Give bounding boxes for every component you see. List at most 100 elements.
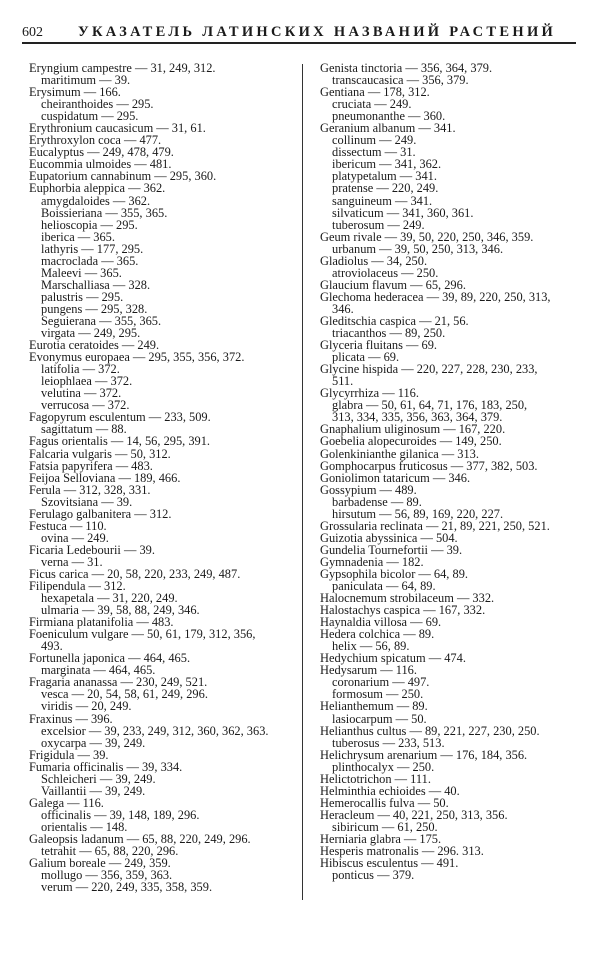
index-entry: Hedera colchica — 89.	[320, 627, 435, 642]
index-entry: Glaucium flavum — 65, 296.	[320, 277, 466, 292]
index-subentry: cheiranthoides — 295.	[41, 97, 154, 112]
index-subentry: ibericum — 341, 362.	[332, 157, 442, 172]
index-entry: Herniaria glabra — 175.	[320, 832, 442, 846]
index-entry: Helianthus cultus — 89, 221, 227, 230, 2…	[320, 723, 540, 738]
index-subentry: 313, 334, 335, 356, 363, 364, 379.	[332, 410, 503, 425]
index-entry: Foeniculum vulgare — 50, 61, 179, 312, 3…	[29, 627, 256, 642]
index-entry: Eryngium campestre — 31, 249, 312.	[29, 61, 216, 75]
index-entry: Fraxinus — 396.	[29, 711, 113, 726]
index-subentry: amygdaloides — 362.	[41, 193, 151, 208]
index-subentry: Seguierana — 355, 365.	[41, 313, 162, 328]
index-subentry: vesca — 20, 54, 58, 61, 249, 296.	[41, 687, 208, 702]
index-entry: Gossypium — 489.	[320, 482, 417, 497]
index-entry: Ferulago galbanitera — 312.	[29, 506, 172, 521]
page-number: 602	[22, 25, 43, 40]
index-entry: Gladiolus — 34, 250.	[320, 253, 428, 268]
index-entry: Helminthia echioides — 40.	[320, 783, 460, 798]
index-subentry: verrucosa — 372.	[41, 398, 130, 413]
index-subentry: tuberosus — 233, 513.	[332, 735, 445, 750]
index-subentry: triacanthos — 89, 250.	[332, 326, 446, 341]
index-entry: Evonymus europaea — 295, 355, 356, 372.	[29, 350, 245, 365]
index-subentry: cuspidatum — 295.	[41, 109, 139, 124]
index-subentry: palustris — 295.	[41, 289, 124, 304]
index-subentry: orientalis — 148.	[41, 819, 128, 834]
index-entry: Erysimum — 166.	[29, 85, 121, 100]
index-subentry: ponticus — 379.	[332, 868, 415, 883]
index-column-left: Eryngium campestre — 31, 249, 312. mariti…	[29, 61, 268, 895]
index-entry: Golenkinianthe gilanica — 313.	[320, 446, 479, 461]
index-entry: Gleditschia caspica — 21, 56.	[320, 313, 469, 328]
index-subentry: Maleevi — 365.	[41, 265, 122, 280]
index-subentry: verum — 220, 249, 335, 358, 359.	[41, 880, 213, 895]
index-subentry: ulmaria — 39, 58, 88, 249, 346.	[41, 603, 200, 618]
index-entry: Hesperis matronalis — 296. 313.	[320, 844, 484, 859]
index-subentry: pneumonanthe — 360.	[332, 109, 446, 124]
index-subentry: latifolia — 372.	[41, 362, 120, 377]
index-entry: Gundelia Tournefortii — 39.	[320, 542, 463, 557]
index-subentry: lasiocarpum — 50.	[332, 711, 427, 726]
index-subentry: collinum — 249.	[332, 133, 417, 148]
index-entry: Hibiscus esculentus — 491.	[320, 856, 459, 871]
index-subentry: dissectum — 31.	[332, 145, 416, 160]
index-subentry: helix — 56, 89.	[332, 639, 410, 654]
index-entry: Heracleum — 40, 221, 250, 313, 356.	[320, 807, 508, 822]
index-subentry: Boissieriana — 355, 365.	[41, 205, 168, 220]
index-subentry: viridis — 20, 249.	[41, 699, 132, 714]
index-subentry: helioscopia — 295.	[41, 217, 138, 232]
index-entry: Falcaria vulgaris — 50, 312.	[29, 446, 171, 461]
index-subentry: velutina — 372.	[41, 386, 122, 401]
index-entry: Fagopyrum esculentum — 233, 509.	[29, 410, 211, 425]
index-subentry: 346.	[332, 301, 354, 316]
index-entry: Guizotia abyssinica — 504.	[320, 530, 458, 545]
index-entry: Hedysarum — 116.	[320, 663, 417, 678]
index-entry: Fortunella japonica — 464, 465.	[29, 651, 191, 666]
index-entry: Fatsia papyrifera — 483.	[29, 458, 153, 473]
index-subentry: silvaticum — 341, 360, 361.	[332, 205, 474, 220]
index-entry: Galega — 116.	[29, 795, 104, 810]
index-subentry: leiophlaea — 372.	[41, 374, 133, 389]
index-subentry: barbadense — 89.	[332, 494, 422, 509]
index-entry: Gymnadenia — 182.	[320, 554, 424, 569]
index-subentry: ovina — 249.	[41, 530, 109, 545]
index-entry: Fumaria officinalis — 39, 334.	[29, 759, 183, 774]
index-entry: Feijoa Selloviana — 189, 466.	[29, 470, 181, 485]
index-entry: Glechoma hederacea — 39, 89, 220, 250, 3…	[320, 289, 551, 304]
index-subentry: marginata — 464, 465.	[41, 663, 156, 678]
index-subentry: officinalis — 39, 148, 189, 296.	[41, 807, 200, 822]
index-subentry: sagittatum — 88.	[41, 422, 127, 437]
index-entry: Euphorbia aleppica — 362.	[29, 181, 166, 196]
index-subentry: platypetalum — 341.	[332, 169, 437, 184]
index-subentry: sibiricum — 61, 250.	[332, 819, 438, 834]
index-subentry: verna — 31.	[41, 554, 103, 569]
index-subentry: lathyris — 177, 295.	[41, 241, 144, 256]
index-entry: Glycine hispida — 220, 227, 228, 230, 23…	[320, 362, 538, 377]
index-entry: Galeopsis ladanum — 65, 88, 220, 249, 29…	[29, 832, 251, 846]
index-subentry: 493.	[41, 639, 63, 654]
index-entry: Hedychium spicatum — 474.	[320, 651, 466, 666]
index-entry: Eupatorium cannabinum — 295, 360.	[29, 169, 217, 184]
index-subentry: paniculata — 64, 89.	[332, 579, 436, 594]
index-entry: Halostachys caspica — 167, 332.	[320, 603, 486, 618]
index-entry: Ficus carica — 20, 58, 220, 233, 249, 48…	[29, 566, 241, 581]
index-entry: Festuca — 110.	[29, 518, 107, 533]
index-entry: Galium boreale — 249, 359.	[29, 856, 171, 871]
index-subentry: pratense — 220, 249.	[332, 181, 439, 196]
index-subentry: formosum — 250.	[332, 687, 424, 702]
index-entry: Eurotia ceratoides — 249.	[29, 338, 160, 353]
index-entry: Hemerocallis fulva — 50.	[320, 795, 449, 810]
index-entry: Goniolimon tataricum — 346.	[320, 470, 471, 485]
index-entry: Eucalyptus — 249, 478, 479.	[29, 145, 174, 160]
index-entry: Gnaphalium uliginosum — 167, 220.	[320, 422, 506, 437]
index-subentry: mollugo — 356, 359, 363.	[41, 868, 173, 883]
index-entry: Firmiana platanifolia — 483.	[29, 615, 174, 630]
index-subentry: oxycarpa — 39, 249.	[41, 735, 146, 750]
index-subentry: maritimum — 39.	[41, 73, 131, 88]
index-entry: Fragaria ananassa — 230, 249, 521.	[29, 675, 208, 690]
index-subentry: hirsutum — 56, 89, 169, 220, 227.	[332, 506, 504, 521]
index-entry: Erythroxylon coca — 477.	[29, 133, 162, 148]
page-title: УКАЗАТЕЛЬ ЛАТИНСКИХ НАЗВАНИЙ РАСТЕНИЙ	[78, 24, 557, 40]
index-entry: Geranium albanum — 341.	[320, 121, 456, 136]
index-subentry: coronarium — 497.	[332, 675, 430, 690]
index-column-right: Genista tinctoria — 356, 364, 379. transc…	[320, 62, 551, 883]
index-entry: Ficaria Ledebourii — 39.	[29, 542, 155, 557]
